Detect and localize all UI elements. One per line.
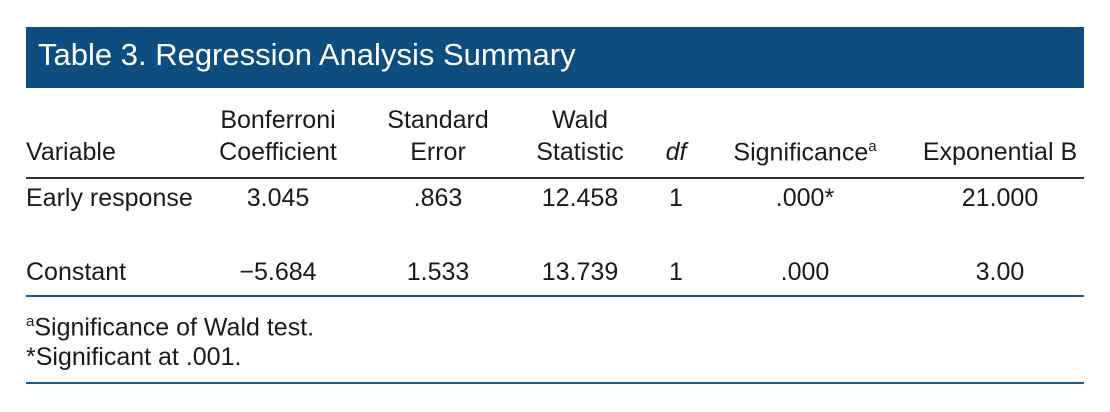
column-header-text: Exponential B	[922, 138, 1078, 166]
column-header: Significancea	[705, 131, 905, 168]
table-cell: 13.739	[541, 258, 619, 286]
column-header-text: Standard Error	[387, 106, 489, 166]
table-cell: .000*	[775, 184, 835, 212]
table-cell: 3.00	[975, 258, 1025, 286]
column-header-text: Wald Statistic	[536, 106, 624, 166]
column-header-text: df	[665, 138, 687, 166]
table-cell: Early response	[26, 184, 193, 212]
table-rule	[26, 295, 1084, 297]
table-cell: 1	[669, 184, 683, 212]
column-header: df	[656, 136, 696, 168]
footnote: aSignificance of Wald test.	[26, 306, 314, 343]
table-cell: .000	[780, 258, 830, 286]
table-cell: −5.684	[239, 258, 317, 286]
column-header-text: Variable	[26, 138, 116, 166]
column-header-text: Significance	[733, 138, 869, 166]
column-header: Bonferroni Coefficient	[198, 104, 358, 168]
footnote-text: Significance of Wald test.	[34, 313, 315, 342]
table-title: Table 3. Regression Analysis Summary	[38, 37, 576, 72]
column-header: Exponential B	[915, 136, 1085, 168]
column-header: Variable	[26, 136, 196, 168]
footnote-marker: a	[26, 313, 35, 330]
table-cell: 3.045	[246, 184, 310, 212]
table-cell: 1	[669, 258, 683, 286]
header-rule	[26, 177, 1084, 179]
table-cell: Constant	[26, 258, 127, 286]
table-cell: 21.000	[961, 184, 1039, 212]
table-cell: .863	[413, 184, 463, 212]
table-cell: 12.458	[541, 184, 619, 212]
column-header: Wald Statistic	[520, 104, 640, 168]
footnote: *Significant at .001.	[26, 343, 242, 371]
table-cell: 1.533	[406, 258, 470, 286]
column-header-text: Bonferroni Coefficient	[219, 106, 337, 166]
footnote-marker: a	[868, 137, 877, 155]
title-bar: Table 3. Regression Analysis Summary	[26, 27, 1084, 88]
bottom-rule	[26, 382, 1084, 384]
column-header: Standard Error	[368, 104, 508, 168]
